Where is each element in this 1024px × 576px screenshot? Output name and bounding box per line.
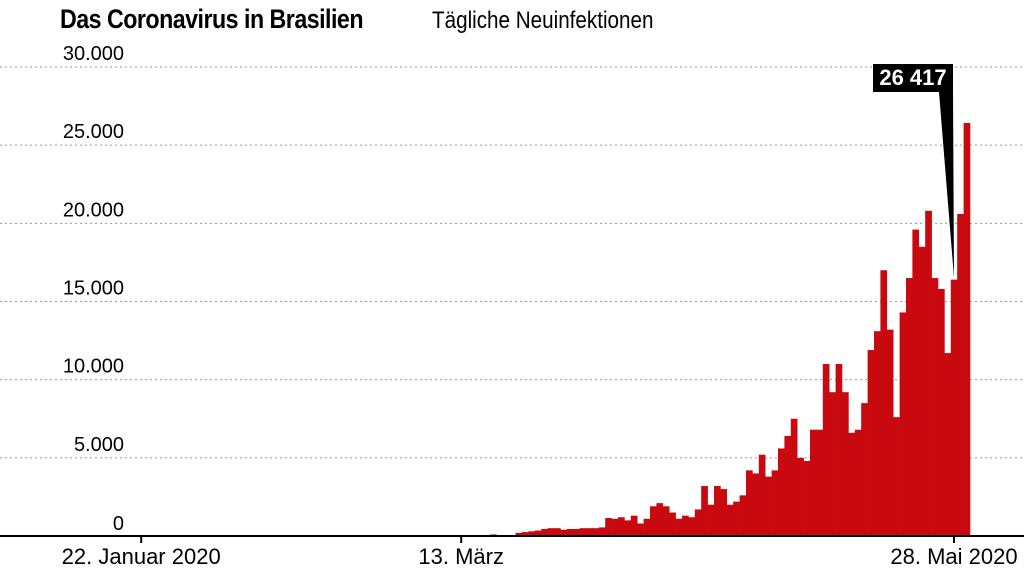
annotation-box bbox=[873, 64, 953, 92]
bar bbox=[579, 528, 587, 536]
bar bbox=[835, 364, 843, 536]
bar bbox=[797, 457, 804, 536]
bar bbox=[598, 527, 606, 536]
bar bbox=[739, 495, 747, 536]
bar bbox=[822, 364, 830, 536]
y-tick-label: 30.000 bbox=[63, 43, 124, 65]
bar bbox=[605, 518, 612, 536]
bar bbox=[925, 210, 932, 536]
bar bbox=[586, 528, 593, 536]
bar bbox=[906, 278, 913, 536]
bar bbox=[714, 485, 721, 536]
bar bbox=[944, 353, 952, 536]
y-tick-label: 0 bbox=[113, 513, 124, 535]
bar bbox=[688, 517, 696, 536]
bar bbox=[554, 528, 561, 536]
bar bbox=[874, 331, 881, 536]
bar bbox=[938, 288, 945, 536]
bar bbox=[899, 312, 907, 536]
peak-annotation: 26 417 bbox=[873, 64, 954, 278]
bar bbox=[515, 532, 523, 536]
bar bbox=[880, 270, 888, 536]
y-tick-label: 10.000 bbox=[63, 356, 124, 378]
annotation-pointer bbox=[939, 92, 954, 278]
bar bbox=[861, 403, 868, 536]
bar bbox=[592, 528, 600, 536]
bar bbox=[784, 435, 792, 536]
bar bbox=[778, 448, 785, 536]
x-axis-ticks: 22. Januar 2020 13. März 28. Mai 2020 bbox=[62, 536, 1018, 569]
bar bbox=[810, 429, 817, 536]
bars bbox=[490, 123, 971, 537]
y-tick-label: 15.000 bbox=[63, 278, 124, 300]
bar bbox=[771, 470, 779, 536]
bar bbox=[746, 470, 753, 536]
bar bbox=[816, 429, 824, 536]
bar bbox=[618, 517, 625, 536]
bar bbox=[842, 392, 849, 536]
bar bbox=[547, 528, 555, 536]
bar bbox=[957, 213, 964, 536]
bar bbox=[675, 518, 683, 536]
bar bbox=[752, 473, 760, 536]
bar bbox=[848, 432, 856, 536]
bar bbox=[867, 349, 875, 536]
bar bbox=[528, 531, 536, 536]
bar bbox=[720, 489, 728, 536]
y-axis-labels: 0 5.000 10.000 15.000 20.000 25.000 30.000 bbox=[63, 43, 124, 535]
x-tick-label: 28. Mai 2020 bbox=[890, 544, 1017, 569]
y-tick-label: 20.000 bbox=[63, 199, 124, 221]
bar bbox=[522, 532, 529, 536]
gridlines bbox=[0, 66, 1024, 459]
bar bbox=[803, 460, 811, 536]
bar bbox=[893, 417, 900, 536]
bar bbox=[643, 518, 651, 536]
bar bbox=[707, 504, 715, 536]
bar bbox=[662, 506, 670, 536]
bar bbox=[630, 515, 638, 536]
bar bbox=[854, 429, 862, 536]
bar bbox=[656, 503, 664, 536]
bar bbox=[912, 229, 920, 536]
bar bbox=[669, 512, 676, 536]
bar bbox=[701, 485, 708, 536]
bar bbox=[637, 523, 644, 536]
bar bbox=[534, 530, 542, 536]
bar bbox=[918, 246, 926, 537]
bar bbox=[624, 520, 632, 536]
y-tick-label: 25.000 bbox=[63, 121, 124, 143]
bar bbox=[560, 529, 568, 536]
bar bbox=[829, 392, 836, 536]
bar bbox=[886, 329, 894, 536]
bar bbox=[963, 123, 971, 537]
bar bbox=[541, 528, 548, 536]
bar bbox=[694, 509, 702, 536]
bar bbox=[611, 518, 619, 536]
bar bbox=[566, 528, 574, 536]
x-tick-label: 22. Januar 2020 bbox=[62, 544, 221, 569]
bar bbox=[733, 501, 740, 536]
bar bbox=[790, 418, 798, 536]
y-tick-label: 5.000 bbox=[74, 434, 124, 456]
chart-title: Das Coronavirus in Brasilien bbox=[60, 4, 364, 34]
bar bbox=[765, 476, 772, 536]
x-tick-label: 13. März bbox=[418, 544, 504, 569]
bar bbox=[726, 504, 734, 536]
bar bbox=[650, 506, 657, 536]
bar bbox=[682, 515, 689, 536]
bar bbox=[573, 528, 580, 536]
bar bbox=[950, 279, 958, 536]
bar bbox=[758, 454, 766, 536]
annotation-label: 26 417 bbox=[879, 65, 946, 90]
chart-subtitle: Tägliche Neuinfektionen bbox=[432, 7, 654, 34]
bar bbox=[931, 278, 939, 536]
chart-header: Das Coronavirus in Brasilien Tägliche Ne… bbox=[60, 4, 653, 35]
